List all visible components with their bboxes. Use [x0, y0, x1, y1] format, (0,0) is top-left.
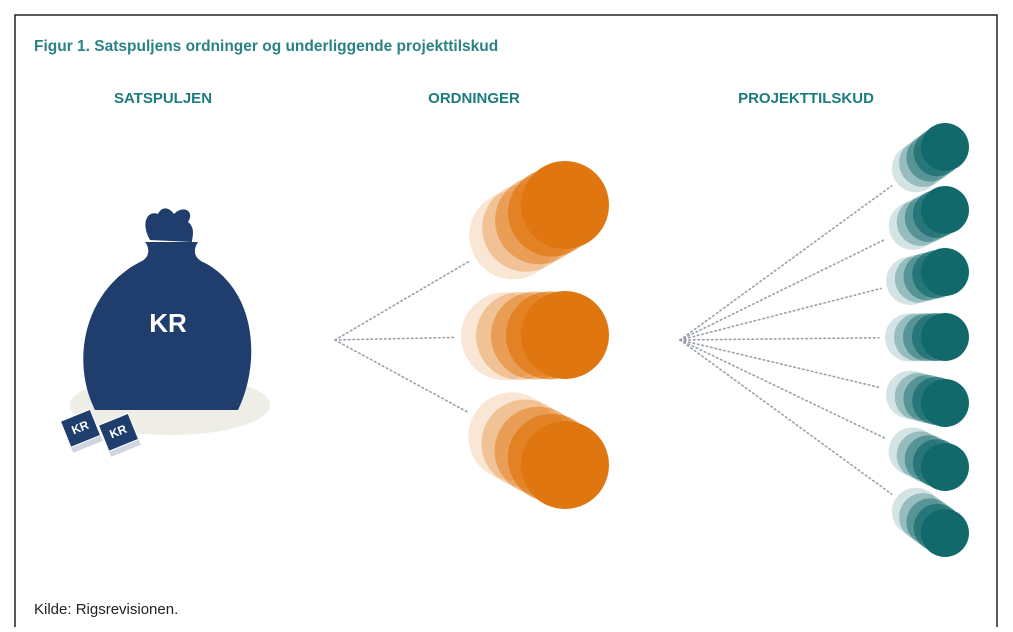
link — [334, 339, 470, 414]
circle — [921, 248, 969, 296]
link — [679, 339, 882, 389]
column-header: ORDNINGER — [428, 90, 520, 107]
column-header: SATSPULJEN — [114, 90, 212, 107]
circle — [921, 123, 969, 171]
money-bag: KR KR KR — [59, 208, 270, 457]
column-header: PROJEKTTILSKUD — [738, 90, 874, 107]
link — [679, 336, 880, 341]
bag-body — [83, 242, 252, 410]
link — [679, 339, 893, 495]
figure-title: Figur 1. Satspuljens ordninger og underl… — [34, 38, 498, 55]
circle — [521, 291, 609, 379]
circle — [921, 313, 969, 361]
bag-label: KR — [149, 308, 187, 338]
banknote-label: KR — [70, 418, 92, 438]
link — [679, 287, 882, 341]
link — [334, 336, 456, 341]
circle — [521, 161, 609, 249]
link — [679, 339, 887, 440]
banknote-label: KR — [108, 422, 130, 442]
frame — [14, 14, 998, 627]
circle — [921, 443, 969, 491]
circle — [921, 509, 969, 557]
circle — [921, 379, 969, 427]
source: Kilde: Rigsrevisionen. — [34, 601, 178, 618]
links — [334, 185, 893, 495]
banknote: KR — [59, 408, 103, 453]
circles — [461, 123, 969, 557]
link — [679, 185, 893, 341]
bag-top — [145, 208, 193, 242]
banknote: KR — [97, 412, 141, 457]
link — [679, 238, 887, 341]
link — [334, 259, 471, 341]
circle — [921, 186, 969, 234]
circle — [521, 421, 609, 509]
